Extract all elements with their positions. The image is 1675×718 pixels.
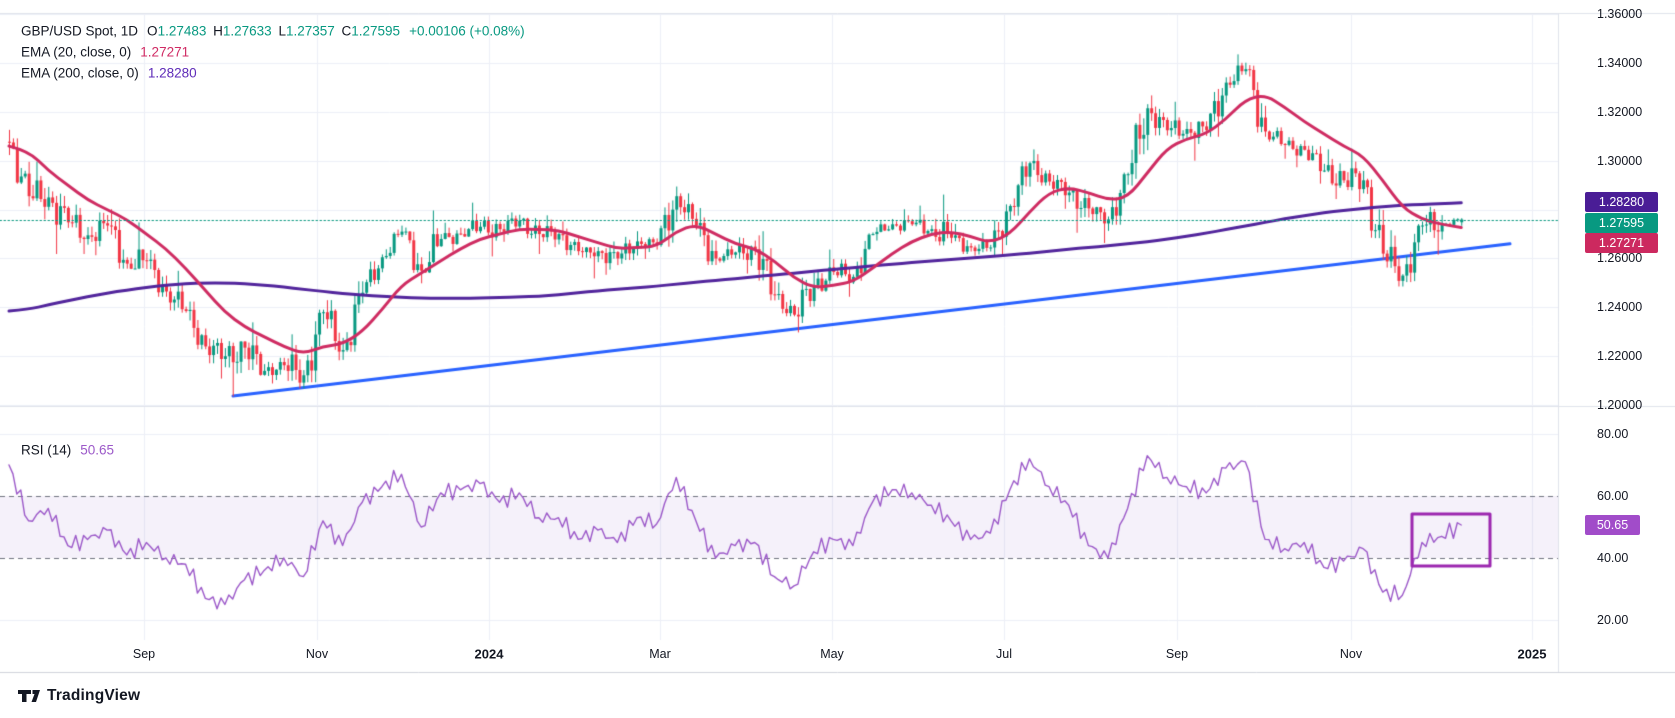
- rsi-tick-label: 20.00: [1597, 613, 1629, 627]
- time-label: Sep: [132, 647, 156, 661]
- price-tick-label: 1.22000: [1597, 349, 1643, 364]
- last-price-badge: 1.27595: [1585, 213, 1658, 233]
- time-label: Jul: [996, 647, 1012, 661]
- time-label: 2025: [1517, 646, 1547, 662]
- ohlc-key: H: [206, 23, 223, 39]
- ohlc-value: 1.27357: [285, 23, 335, 39]
- rsi-value-badge: 50.65: [1585, 515, 1640, 535]
- price-tick-label: 1.30000: [1597, 153, 1643, 168]
- ohlc-values: O1.27483 H1.27633 L1.27357 C1.27595: [147, 24, 400, 39]
- ema200-value: 1.28280: [147, 65, 197, 81]
- ohlc-key: O: [147, 23, 158, 39]
- time-label: Nov: [305, 647, 329, 661]
- time-label: Nov: [1339, 647, 1363, 661]
- ohlc-value: 1.27595: [351, 23, 401, 39]
- ema200-legend-row[interactable]: EMA (200, close, 0) 1.28280: [21, 66, 197, 81]
- rsi-value: 50.65: [80, 442, 115, 458]
- time-scale[interactable]: [0, 640, 1558, 672]
- ema20-price-badge: 1.27271: [1585, 233, 1658, 253]
- price-tick-label: 1.26000: [1597, 251, 1643, 266]
- price-tick-label: 1.34000: [1597, 56, 1643, 71]
- tradingview-logo-icon: [18, 687, 40, 705]
- tradingview-brand-text: TradingView: [47, 687, 141, 704]
- tradingview-logo[interactable]: TradingView: [18, 687, 140, 705]
- price-tick-label: 1.24000: [1597, 300, 1643, 315]
- ema20-label: EMA (20, close, 0): [21, 44, 132, 60]
- ohlc-key: C: [334, 23, 352, 39]
- rsi-label: RSI (14): [21, 442, 72, 458]
- time-label: May: [820, 647, 844, 661]
- ema20-value: 1.27271: [140, 44, 190, 60]
- rsi-tick-label: 80.00: [1597, 427, 1629, 441]
- rsi-legend-row[interactable]: RSI (14) 50.65: [21, 443, 114, 458]
- ohlc-value: 1.27483: [157, 23, 207, 39]
- time-label: Mar: [649, 647, 671, 661]
- ohlc-value: 1.27633: [222, 23, 272, 39]
- time-label: Sep: [1165, 647, 1189, 661]
- time-label: 2024: [474, 646, 504, 662]
- rsi-tick-label: 40.00: [1597, 551, 1629, 565]
- price-tick-label: 1.20000: [1597, 398, 1643, 413]
- symbol-title: GBP/USD Spot, 1D: [21, 23, 139, 39]
- ohlc-key: L: [271, 23, 286, 39]
- ema20-legend-row[interactable]: EMA (20, close, 0) 1.27271: [21, 45, 189, 60]
- rsi-tick-label: 60.00: [1597, 489, 1629, 503]
- change-value: +0.00106 (+0.08%): [409, 23, 525, 39]
- ema200-label: EMA (200, close, 0): [21, 65, 139, 81]
- ema200-price-badge: 1.28280: [1585, 192, 1658, 212]
- price-tick-label: 1.36000: [1597, 7, 1643, 22]
- symbol-legend-row[interactable]: GBP/USD Spot, 1D O1.27483 H1.27633 L1.273…: [21, 24, 525, 39]
- price-tick-label: 1.32000: [1597, 104, 1643, 119]
